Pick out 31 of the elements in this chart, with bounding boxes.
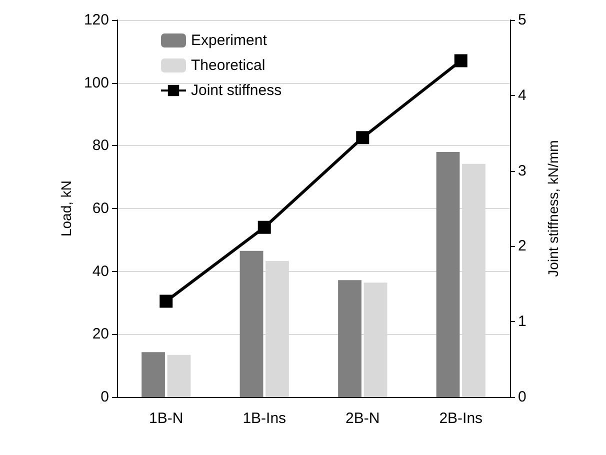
y2-axis-title: Joint stiffness, kN/mm: [545, 140, 561, 277]
x-tick-label: 2B-Ins: [439, 410, 483, 427]
x-tick-label: 2B-N: [346, 410, 380, 427]
y-tick-label: 20: [92, 326, 109, 343]
bar: [142, 352, 165, 397]
legend-label: Experiment: [191, 32, 268, 49]
y-tick-label: 100: [84, 74, 109, 92]
y2-tick-label: 3: [518, 162, 526, 180]
y2-tick-label: 4: [518, 86, 526, 104]
y-tick-label: 80: [92, 137, 109, 154]
x-tick-label: 1B-Ins: [242, 410, 286, 427]
point: [258, 220, 271, 234]
y2-tick-label: 1: [518, 313, 526, 330]
bar: [240, 250, 264, 397]
y-tick-label: 120: [84, 12, 109, 28]
y-tick-label: 40: [92, 262, 109, 280]
y2-tick-label: 2: [518, 238, 526, 255]
point: [454, 54, 468, 68]
y2-tick-label: 0: [518, 388, 526, 406]
bar: [338, 280, 362, 397]
x-tick-label: 1B-N: [149, 410, 184, 427]
y-axis-title: Load, kN: [58, 180, 74, 237]
bar: [167, 354, 191, 397]
point: [160, 294, 173, 308]
bar: [436, 152, 460, 397]
y-tick-label: 60: [92, 200, 109, 217]
y-tick-label: 0: [100, 388, 109, 406]
legend-label: Theoretical: [191, 57, 266, 74]
y2-tick-label: 5: [518, 12, 526, 28]
point: [356, 131, 370, 144]
legend-label: Joint stiffness: [191, 82, 282, 99]
